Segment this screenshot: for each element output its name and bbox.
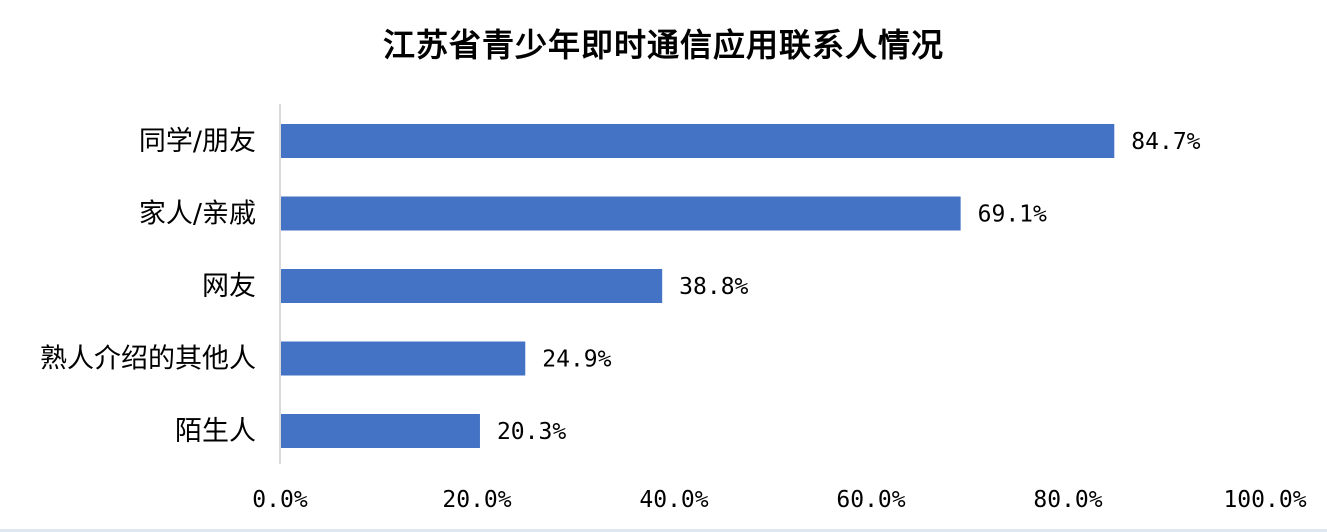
data-label: 69.1% — [978, 202, 1047, 228]
data-label: 24.9% — [542, 347, 611, 373]
x-tick-label: 20.0% — [442, 487, 511, 513]
x-tick-label: 60.0% — [836, 487, 905, 513]
category-label: 网友 — [202, 271, 256, 302]
category-label: 熟人介绍的其他人 — [40, 344, 256, 375]
data-label: 20.3% — [497, 419, 566, 445]
chart-title: 江苏省青少年即时通信应用联系人情况 — [382, 26, 944, 64]
bar — [281, 124, 1115, 158]
x-tick-label: 80.0% — [1033, 487, 1102, 513]
data-label: 38.8% — [679, 274, 748, 300]
category-label: 陌生人 — [175, 416, 256, 447]
bar — [281, 414, 480, 448]
bar — [281, 269, 663, 303]
x-tick-label: 40.0% — [639, 487, 708, 513]
bar — [281, 196, 961, 231]
category-label: 家人/亲戚 — [139, 199, 256, 230]
data-label: 84.7% — [1131, 129, 1200, 155]
category-label: 同学/朋友 — [139, 126, 256, 157]
x-tick-label: 100.0% — [1223, 487, 1306, 513]
bar — [281, 341, 526, 376]
x-tick-label: 0.0% — [252, 487, 308, 513]
bottom-border — [0, 529, 1327, 532]
